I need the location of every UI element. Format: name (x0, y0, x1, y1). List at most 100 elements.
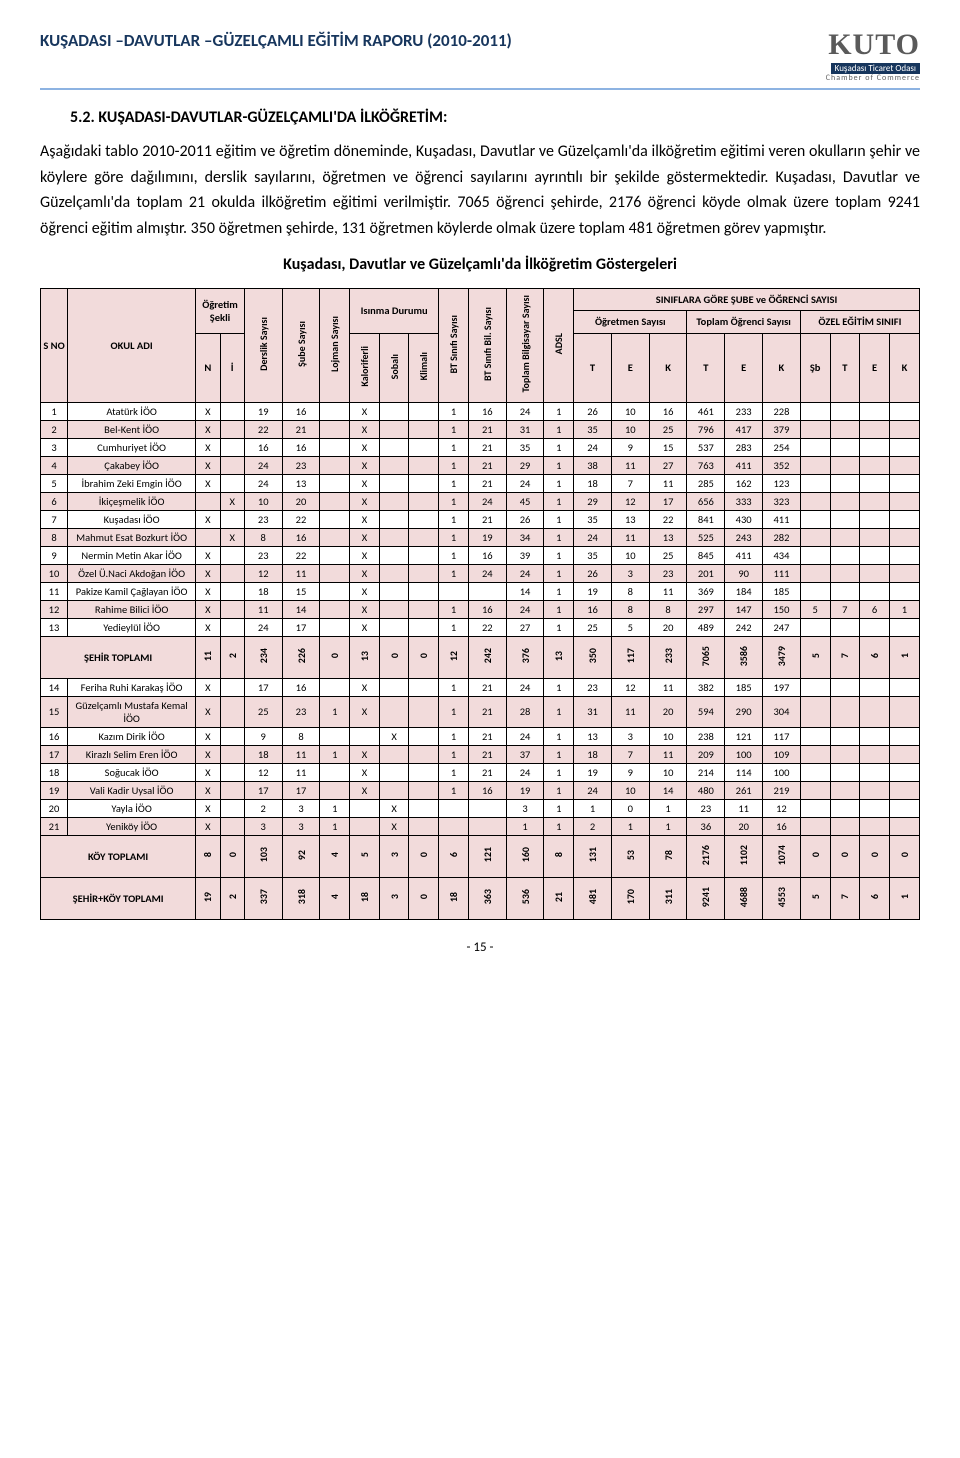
cell (409, 474, 439, 492)
cell: 1 (439, 781, 469, 799)
cell (409, 781, 439, 799)
cell (409, 492, 439, 510)
cell: 24 (506, 600, 544, 618)
hdr-bt: BT Sınıfı Sayısı (439, 289, 469, 403)
table-row: 20Yayla İÖOX231X31101231112 (41, 799, 920, 817)
cell: 13 (574, 727, 612, 745)
cell (889, 696, 919, 727)
cell: 19 (468, 528, 506, 546)
cell: X (196, 564, 220, 582)
cell: 12 (244, 763, 282, 781)
total-cell: 0 (800, 835, 830, 877)
cell: 1 (544, 420, 574, 438)
cell (350, 799, 380, 817)
cell (220, 781, 244, 799)
cell: 1 (439, 510, 469, 528)
cell (800, 474, 830, 492)
cell (830, 510, 860, 528)
cell: 1 (320, 696, 350, 727)
cell: 36 (687, 817, 725, 835)
cell (320, 510, 350, 528)
cell: 537 (687, 438, 725, 456)
cell (889, 618, 919, 636)
cell: 19 (574, 763, 612, 781)
hdr-siniflara: SINIFLARA GÖRE ŞUBE ve ÖĞRENCİ SAYISI (574, 289, 920, 311)
hdr-N: N (196, 333, 220, 402)
cell (860, 402, 890, 420)
cell: 150 (763, 600, 801, 618)
cell: 184 (725, 582, 763, 600)
cell: X (196, 438, 220, 456)
total-cell: 311 (649, 877, 687, 919)
cell: 411 (725, 546, 763, 564)
cell: 21 (468, 745, 506, 763)
cell: 10 (611, 420, 649, 438)
logo-sub2: Chamber of Commerce (826, 74, 920, 82)
cell: 1 (544, 781, 574, 799)
cell (800, 745, 830, 763)
cell: 1 (544, 763, 574, 781)
cell (379, 763, 409, 781)
cell (220, 678, 244, 696)
total-cell: 233 (649, 636, 687, 678)
cell (860, 727, 890, 745)
cell (379, 438, 409, 456)
cell: 8 (282, 727, 320, 745)
cell (220, 456, 244, 474)
table-row: 4Çakabey İÖOX2423X121291381127763411352 (41, 456, 920, 474)
cell (800, 438, 830, 456)
total-cell: 131 (574, 835, 612, 877)
cell (800, 799, 830, 817)
hdr-kl: Klimalı (409, 333, 439, 402)
cell (379, 456, 409, 474)
cell (860, 678, 890, 696)
cell: 16 (468, 546, 506, 564)
cell: 21 (468, 696, 506, 727)
total-cell: 1 (889, 636, 919, 678)
cell: 261 (725, 781, 763, 799)
cell (379, 402, 409, 420)
cell-sno: 21 (41, 817, 68, 835)
table-body: 1Atatürk İÖOX1916X1162412610164612332282… (41, 402, 920, 919)
cell (889, 528, 919, 546)
table-row: 19Vali Kadir Uysal İÖOX1717X116191241014… (41, 781, 920, 799)
total-cell: 8 (196, 835, 220, 877)
cell (379, 492, 409, 510)
cell: 13 (649, 528, 687, 546)
cell: 16 (574, 600, 612, 618)
cell (830, 474, 860, 492)
cell: 7 (830, 600, 860, 618)
cell: 214 (687, 763, 725, 781)
cell: X (350, 546, 380, 564)
cell: 24 (574, 528, 612, 546)
cell-school-name: Rahime Bilici İÖO (67, 600, 195, 618)
cell (830, 582, 860, 600)
cell (800, 727, 830, 745)
cell: X (350, 402, 380, 420)
cell: 21 (468, 456, 506, 474)
cell: 243 (725, 528, 763, 546)
cell-sno: 18 (41, 763, 68, 781)
cell: 1 (439, 763, 469, 781)
cell: 7 (611, 745, 649, 763)
cell (800, 564, 830, 582)
cell: 100 (725, 745, 763, 763)
cell (889, 474, 919, 492)
page-number: - 15 - (40, 940, 920, 955)
cell (860, 582, 890, 600)
hdr-zSb: Şb (800, 333, 830, 402)
cell: 10 (611, 546, 649, 564)
cell: 1 (544, 510, 574, 528)
total-cell: 21 (544, 877, 574, 919)
total-cell: 4688 (725, 877, 763, 919)
cell: 333 (725, 492, 763, 510)
total-cell: 0 (409, 877, 439, 919)
cell: 123 (763, 474, 801, 492)
cell: 23 (574, 678, 612, 696)
cell (860, 420, 890, 438)
cell: 25 (649, 420, 687, 438)
cell (379, 745, 409, 763)
table-row: 16Kazım Dirik İÖOX98X1212411331023812111… (41, 727, 920, 745)
cell: 282 (763, 528, 801, 546)
cell: 23 (687, 799, 725, 817)
